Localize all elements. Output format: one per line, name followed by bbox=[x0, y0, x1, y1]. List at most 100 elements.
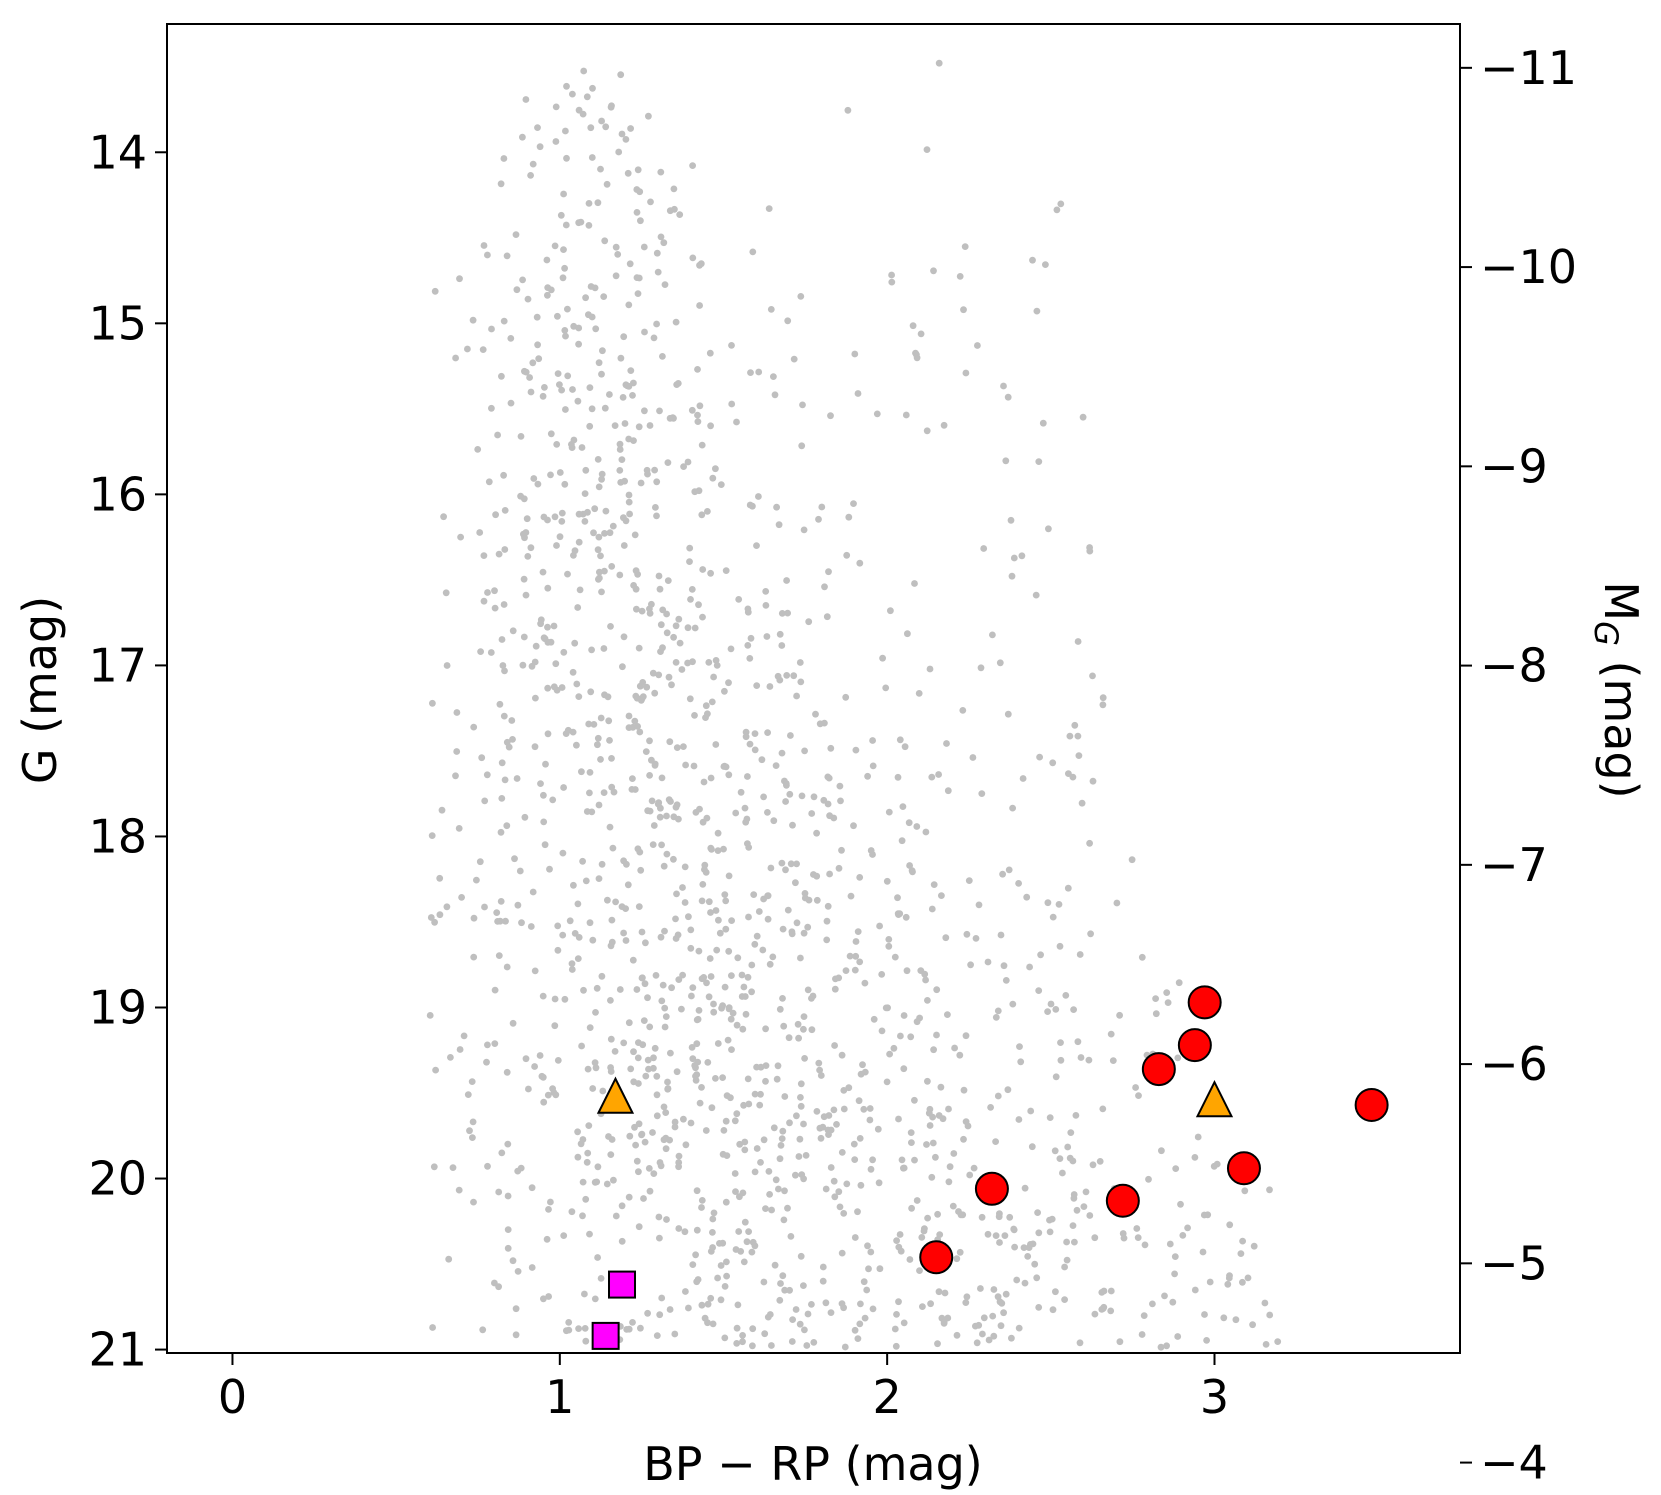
background-star-point bbox=[663, 1216, 670, 1223]
background-star-point bbox=[1107, 1030, 1115, 1038]
background-star-point bbox=[646, 610, 654, 617]
background-star-point bbox=[812, 710, 819, 718]
background-star-point bbox=[897, 1247, 905, 1255]
background-star-point bbox=[591, 1059, 599, 1067]
background-star-point bbox=[827, 412, 834, 420]
background-star-point bbox=[773, 1075, 781, 1083]
background-star-point bbox=[557, 211, 565, 219]
background-star-point bbox=[900, 1319, 908, 1327]
background-star-point bbox=[504, 1192, 512, 1200]
background-star-point bbox=[660, 862, 668, 870]
background-star-point bbox=[996, 659, 1004, 667]
background-star-point bbox=[820, 796, 828, 804]
left-y-tick-label: 20 bbox=[88, 1152, 147, 1206]
background-star-point bbox=[717, 1296, 725, 1304]
background-star-point bbox=[487, 649, 495, 656]
background-star-point bbox=[734, 954, 742, 962]
background-star-point bbox=[756, 1101, 764, 1109]
background-star-point bbox=[556, 469, 564, 476]
background-star-point bbox=[883, 1078, 891, 1086]
background-star-point bbox=[744, 642, 752, 649]
background-star-point bbox=[906, 862, 913, 869]
background-star-point bbox=[778, 859, 786, 867]
right-y-tick-label: −4 bbox=[1480, 1436, 1548, 1490]
background-star-point bbox=[673, 744, 681, 751]
background-star-point bbox=[758, 756, 766, 764]
background-star-point bbox=[649, 669, 657, 677]
background-star-point bbox=[843, 551, 851, 559]
background-star-point bbox=[598, 475, 605, 483]
background-star-point bbox=[943, 740, 950, 747]
background-star-point bbox=[762, 1025, 769, 1033]
background-star-point bbox=[680, 743, 687, 750]
background-star-point bbox=[460, 1032, 468, 1040]
background-star-point bbox=[692, 1072, 699, 1080]
background-star-point bbox=[648, 756, 655, 764]
background-star-point bbox=[731, 1117, 739, 1125]
background-star-point bbox=[622, 136, 630, 143]
background-star-point bbox=[660, 239, 668, 247]
background-star-point bbox=[686, 544, 694, 552]
background-star-point bbox=[504, 1244, 512, 1252]
background-star-point bbox=[1075, 752, 1083, 759]
background-star-point bbox=[1047, 1000, 1055, 1008]
background-star-point bbox=[438, 806, 446, 814]
background-star-point bbox=[1179, 1232, 1187, 1239]
background-star-point bbox=[978, 790, 986, 797]
background-star-point bbox=[652, 504, 659, 511]
background-star-point bbox=[732, 809, 740, 817]
background-star-point bbox=[745, 1228, 752, 1235]
background-star-point bbox=[682, 761, 689, 769]
background-star-point bbox=[696, 261, 703, 269]
background-star-point bbox=[873, 410, 881, 418]
background-star-point bbox=[797, 1252, 805, 1260]
background-star-point bbox=[764, 915, 772, 923]
background-star-point bbox=[658, 841, 665, 849]
background-star-point bbox=[687, 926, 695, 934]
background-star-point bbox=[772, 1176, 780, 1184]
background-star-point bbox=[657, 933, 665, 941]
background-star-point bbox=[725, 872, 733, 880]
background-star-point bbox=[1002, 977, 1010, 984]
background-star-point bbox=[581, 1325, 589, 1332]
background-star-point bbox=[723, 1258, 730, 1266]
background-star-point bbox=[800, 1025, 807, 1033]
background-star-point bbox=[762, 1062, 770, 1069]
background-star-point bbox=[857, 1300, 864, 1308]
red-circle-point bbox=[1187, 985, 1222, 1020]
background-star-point bbox=[1071, 721, 1079, 729]
background-star-point bbox=[944, 787, 952, 795]
background-star-point bbox=[578, 1042, 585, 1050]
background-star-point bbox=[808, 1026, 816, 1034]
background-star-point bbox=[867, 1248, 875, 1256]
background-star-point bbox=[793, 1112, 800, 1120]
background-star-point bbox=[655, 671, 663, 679]
background-star-point bbox=[727, 1015, 735, 1023]
background-star-point bbox=[715, 916, 722, 924]
background-star-point bbox=[531, 658, 539, 666]
background-star-point bbox=[675, 1163, 682, 1171]
background-star-point bbox=[540, 791, 547, 799]
background-star-point bbox=[977, 1285, 984, 1292]
background-star-point bbox=[589, 1085, 597, 1092]
background-star-point bbox=[831, 1042, 838, 1049]
background-star-point bbox=[1035, 1304, 1043, 1311]
background-star-point bbox=[558, 518, 566, 525]
background-star-point bbox=[641, 328, 648, 336]
background-star-point bbox=[657, 648, 664, 655]
background-star-point bbox=[902, 411, 910, 419]
background-star-point bbox=[577, 218, 585, 226]
background-star-point bbox=[576, 586, 584, 594]
background-star-point bbox=[749, 248, 757, 256]
background-star-point bbox=[1061, 1263, 1068, 1271]
background-star-point bbox=[688, 406, 696, 414]
background-star-point bbox=[935, 771, 942, 778]
background-star-point bbox=[561, 264, 568, 272]
background-star-point bbox=[594, 1254, 601, 1261]
background-star-point bbox=[561, 327, 569, 334]
background-star-point bbox=[770, 817, 778, 825]
background-star-point bbox=[992, 1014, 1000, 1021]
background-star-point bbox=[547, 471, 554, 479]
background-star-point bbox=[595, 483, 603, 491]
background-star-point bbox=[867, 1165, 875, 1173]
